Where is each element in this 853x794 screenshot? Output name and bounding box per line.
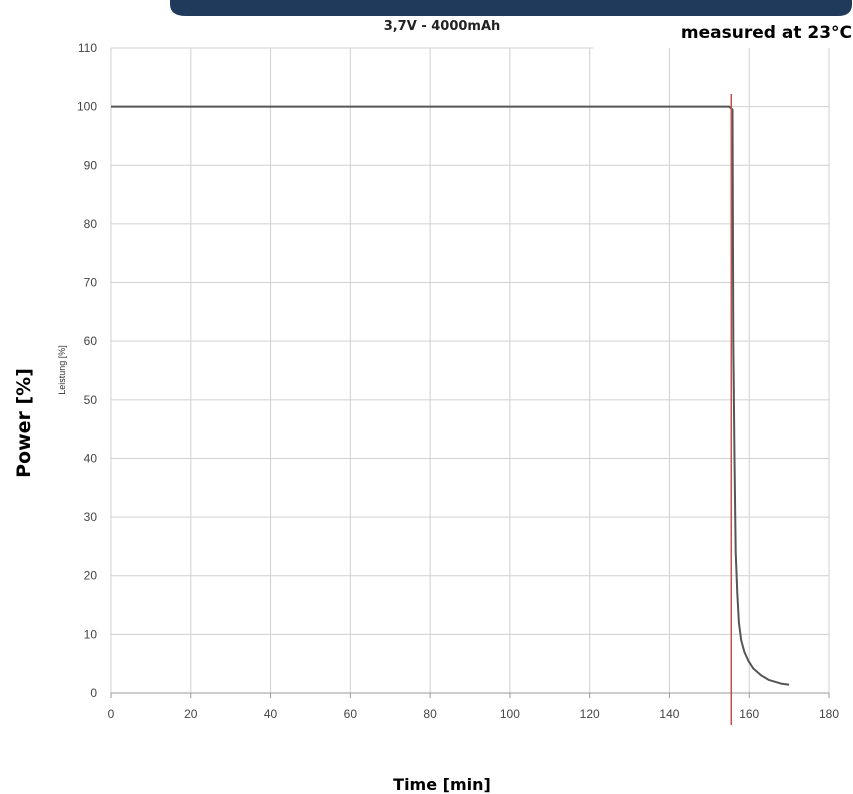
y-tick-label: 80 [84, 217, 98, 231]
x-tick-label: 60 [344, 707, 358, 721]
chart-title: 3,7V - 4000mAh [384, 19, 501, 34]
y-tick-label: 0 [90, 686, 97, 700]
y-tick-label: 90 [84, 158, 98, 172]
series-group [111, 94, 790, 725]
y-tick-label: 30 [84, 510, 98, 524]
x-tick-label: 20 [184, 707, 198, 721]
grid [110, 47, 830, 698]
y-tick-label: 70 [84, 276, 98, 290]
x-tick-label: 80 [423, 707, 437, 721]
x-axis-title: Time [min] [393, 775, 491, 794]
measurement-note: measured at 23°C [681, 23, 852, 43]
y-tick-label: 10 [84, 627, 98, 641]
x-tick-label: 120 [580, 707, 600, 721]
header-band [170, 0, 852, 16]
x-tick-label: 100 [500, 707, 520, 721]
y-tick-label: 20 [84, 569, 98, 583]
x-tick-label: 0 [108, 707, 115, 721]
y-axis-subtitle: Leistung [%] [57, 345, 67, 395]
x-tick-label: 40 [264, 707, 278, 721]
y-tick-label: 60 [84, 334, 98, 348]
y-axis-title: Power [%] [13, 368, 35, 478]
tick-labels: 0 10 20 30 40 50 60 70 80 90 100 110 0 20 40 60 80 100 120… [77, 41, 839, 721]
x-tick-label: 160 [739, 707, 759, 721]
y-tick-label: 110 [78, 41, 97, 55]
x-tick-label: 140 [659, 707, 679, 721]
y-tick-label: 100 [77, 100, 97, 114]
x-tick-label: 180 [819, 707, 839, 721]
series-line [111, 105, 790, 686]
y-tick-label: 50 [84, 393, 98, 407]
y-tick-label: 40 [84, 451, 98, 465]
